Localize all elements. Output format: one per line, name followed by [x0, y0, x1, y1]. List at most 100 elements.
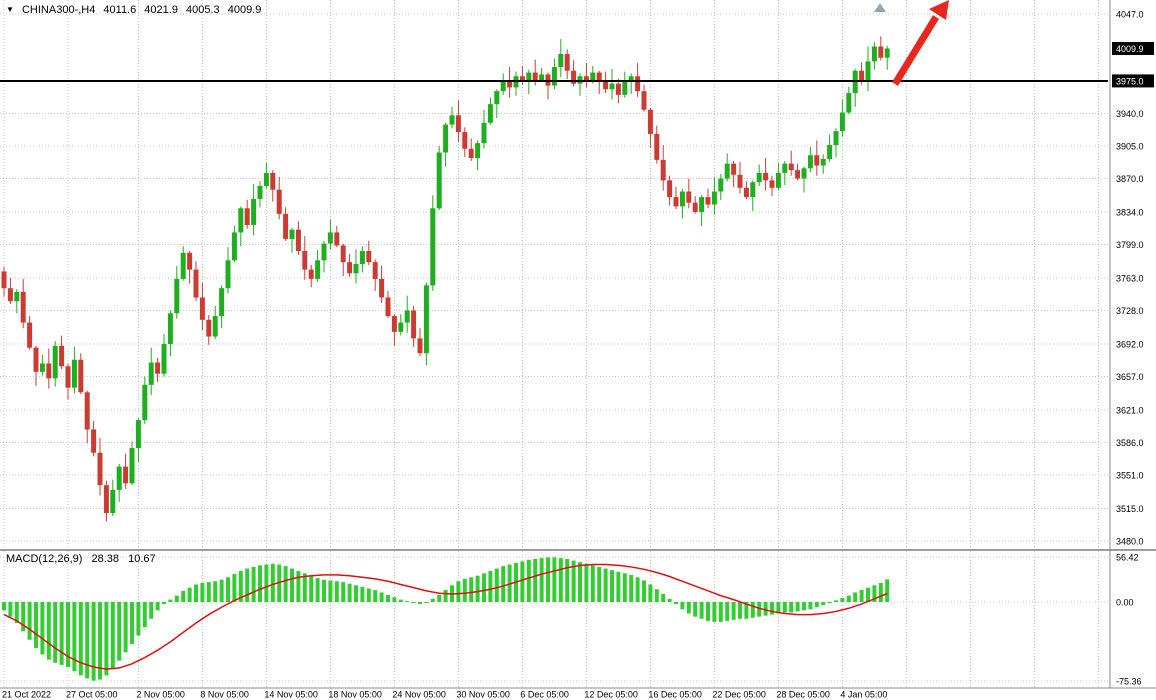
- macd-histogram-bar: [437, 594, 442, 602]
- candle-body: [97, 452, 103, 486]
- macd-histogram-bar: [373, 590, 378, 602]
- macd-histogram-bar: [693, 602, 698, 617]
- macd-histogram-bar: [533, 558, 538, 602]
- macd-histogram-bar: [725, 602, 730, 621]
- macd-histogram-bar: [398, 599, 403, 602]
- time-axis-label: 27 Oct 05:00: [66, 690, 118, 700]
- macd-histogram-bar: [834, 600, 838, 602]
- candle-body: [334, 232, 340, 246]
- candle-body: [366, 251, 372, 263]
- macd-histogram-bar: [226, 577, 230, 602]
- trend-arrow-head[interactable]: [929, 0, 949, 20]
- macd-histogram-bar: [168, 599, 173, 602]
- macd-histogram-bar: [770, 602, 774, 615]
- candle-body: [839, 112, 845, 132]
- macd-histogram-bar: [840, 598, 845, 602]
- time-axis-label: 6 Dec 05:00: [520, 690, 569, 700]
- macd-histogram-bar: [149, 602, 154, 619]
- price-axis-label: 3799.0: [1116, 240, 1144, 250]
- macd-histogram-bar: [584, 563, 589, 602]
- candle-body: [635, 76, 641, 92]
- price-axis-label: 3551.0: [1116, 471, 1144, 481]
- macd-histogram-bar: [558, 558, 563, 602]
- candle-body: [782, 163, 788, 173]
- candle-body: [443, 124, 449, 153]
- candle-body: [187, 252, 193, 270]
- macd-histogram-bar: [808, 602, 813, 610]
- scroll-marker-icon[interactable]: [874, 3, 886, 12]
- time-axis-label: 12 Dec 05:00: [584, 690, 638, 700]
- candle-body: [14, 291, 20, 302]
- time-axis-label: 16 Dec 05:00: [648, 690, 702, 700]
- macd-histogram-bar: [2, 602, 6, 611]
- candle-body: [1, 271, 7, 289]
- price-axis-label: 3940.0: [1116, 109, 1144, 119]
- macd-histogram-bar: [155, 602, 160, 611]
- macd-histogram-bar: [8, 602, 13, 617]
- candle-body: [411, 310, 417, 339]
- macd-histogram-bar: [187, 587, 192, 602]
- price-axis-label: 3621.0: [1116, 405, 1144, 415]
- macd-histogram-bar: [635, 577, 640, 602]
- time-axis-label: 18 Nov 05:00: [328, 690, 382, 700]
- candle-body: [116, 466, 122, 490]
- candle-body: [161, 343, 167, 374]
- macd-histogram-bar: [379, 592, 384, 602]
- macd-histogram-bar: [610, 570, 614, 602]
- macd-histogram-bar: [501, 566, 506, 602]
- macd-name: MACD(12,26,9): [6, 553, 83, 565]
- macd-histogram-bar: [27, 602, 32, 640]
- candle-body: [590, 72, 596, 82]
- candle-body: [359, 251, 365, 265]
- macd-indicator-label: MACD(12,26,9) 28.38 10.67: [6, 553, 162, 565]
- candle-body: [846, 93, 852, 113]
- macd-histogram-bar: [629, 574, 634, 602]
- price-axis-label: 3586.0: [1116, 438, 1144, 448]
- candle-body: [724, 163, 730, 179]
- trend-arrow-shaft[interactable]: [892, 15, 939, 86]
- macd-histogram-bar: [827, 602, 832, 604]
- macd-histogram-bar: [360, 586, 365, 602]
- macd-histogram-bar: [206, 582, 211, 602]
- candle-body: [340, 245, 346, 263]
- candle-body: [385, 297, 391, 317]
- candle-body: [827, 145, 833, 159]
- macd-histogram-bar: [251, 566, 256, 602]
- macd-histogram-bar: [430, 598, 435, 602]
- price-axis-label: 4047.0: [1116, 10, 1144, 20]
- candle-body: [270, 172, 276, 190]
- macd-histogram-bar: [21, 602, 26, 632]
- candle-body: [820, 158, 826, 166]
- candle-body: [315, 260, 321, 279]
- ohlc-low: 4005.3: [186, 4, 220, 16]
- candle-body: [475, 143, 481, 159]
- candle-body: [449, 115, 455, 125]
- macd-histogram-bar: [322, 579, 326, 602]
- macd-histogram-bar: [34, 602, 38, 649]
- candle-body: [763, 172, 769, 181]
- macd-histogram-bar: [46, 602, 51, 660]
- price-axis-label: 3692.0: [1116, 339, 1144, 349]
- candle-body: [33, 347, 39, 372]
- candle-body: [788, 163, 794, 171]
- candle-body: [884, 48, 890, 58]
- candle-body: [526, 72, 532, 82]
- candle-body: [27, 322, 33, 348]
- price-axis-label: 3515.0: [1116, 504, 1144, 514]
- candle-body: [500, 81, 506, 92]
- candle-body: [462, 132, 468, 149]
- macd-histogram-bar: [91, 602, 96, 681]
- macd-histogram-bar: [162, 602, 166, 605]
- macd-histogram-bar: [866, 587, 870, 602]
- macd-histogram-bar: [245, 568, 250, 602]
- candle-body: [276, 189, 282, 214]
- candle-body: [91, 429, 97, 453]
- candle-body: [807, 155, 813, 169]
- macd-histogram-bar: [232, 574, 237, 602]
- candle-body: [686, 191, 692, 203]
- symbol-dropdown-icon[interactable]: ▼: [6, 5, 14, 14]
- macd-histogram-bar: [475, 575, 480, 602]
- candle-body: [302, 251, 308, 270]
